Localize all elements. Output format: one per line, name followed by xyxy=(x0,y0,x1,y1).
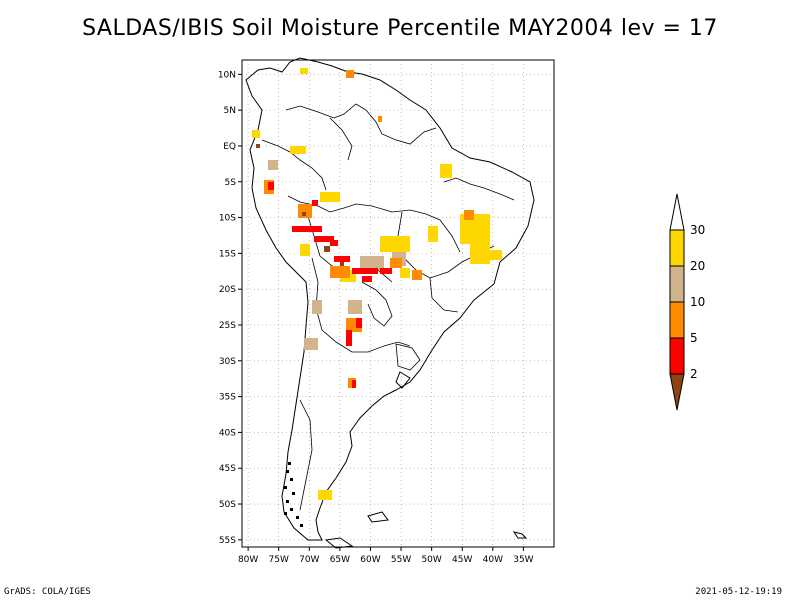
lon-tick-label: 80W xyxy=(238,555,258,565)
lon-tick-label: 75W xyxy=(269,555,289,565)
lat-tick-label: 5N xyxy=(224,106,236,116)
lon-tick-label: 60W xyxy=(360,555,380,565)
lat-tick-label: EQ xyxy=(223,142,236,152)
colorbar-segment xyxy=(669,301,685,339)
lat-tick-label: 25S xyxy=(219,321,236,331)
colorbar-segment xyxy=(669,265,685,303)
lon-tick-label: 55W xyxy=(391,555,411,565)
colorbar-top-arrow xyxy=(669,193,685,231)
chile-coast-detail xyxy=(284,462,303,527)
map-frame xyxy=(241,59,555,548)
lat-tick-label: 10S xyxy=(219,214,236,224)
colorbar-level-label: 5 xyxy=(690,331,698,345)
lon-tick-label: 50W xyxy=(421,555,441,565)
lat-tick-label: 35S xyxy=(219,393,236,403)
colorbar-segment xyxy=(669,337,685,375)
colorbar: 2 5 10 20 30 xyxy=(669,193,705,411)
soil-moisture-field xyxy=(252,68,502,500)
lat-tick-label: 20S xyxy=(219,285,236,295)
colorbar-level-label: 30 xyxy=(690,223,705,237)
lat-tick-label: 50S xyxy=(219,500,236,510)
lat-tick-label: 55S xyxy=(219,536,236,546)
colorbar-level-label: 10 xyxy=(690,295,705,309)
footer-timestamp: 2021-05-12-19:19 xyxy=(695,587,782,597)
lon-tick-label: 45W xyxy=(452,555,472,565)
lat-tick-label: 40S xyxy=(219,428,236,438)
lat-tick-label: 30S xyxy=(219,357,236,367)
map-gridlines xyxy=(242,60,554,547)
footer-credit: GrADS: COLA/IGES xyxy=(4,587,91,597)
map-title: SALDAS/IBIS Soil Moisture Percentile MAY… xyxy=(82,16,718,41)
colorbar-segment xyxy=(669,229,685,267)
lon-tick-label: 70W xyxy=(299,555,319,565)
colorbar-level-label: 20 xyxy=(690,259,705,273)
lon-tick-label: 35W xyxy=(513,555,533,565)
lat-tick-label: 10N xyxy=(218,70,236,80)
lon-tick-label: 65W xyxy=(330,555,350,565)
map-axis-ticks: 80W 75W 70W 65W 60W 55W 50W 45W 40W 35W 10N 5N EQ 5S 1… xyxy=(218,70,534,565)
lat-tick-label: 45S xyxy=(219,464,236,474)
lon-tick-label: 40W xyxy=(483,555,503,565)
south-america-outline xyxy=(245,57,535,549)
country-borders xyxy=(261,103,515,511)
colorbar-bottom-arrow xyxy=(669,373,685,411)
colorbar-level-label: 2 xyxy=(690,367,698,381)
lat-tick-label: 15S xyxy=(219,249,236,259)
lat-tick-label: 5S xyxy=(225,178,237,188)
